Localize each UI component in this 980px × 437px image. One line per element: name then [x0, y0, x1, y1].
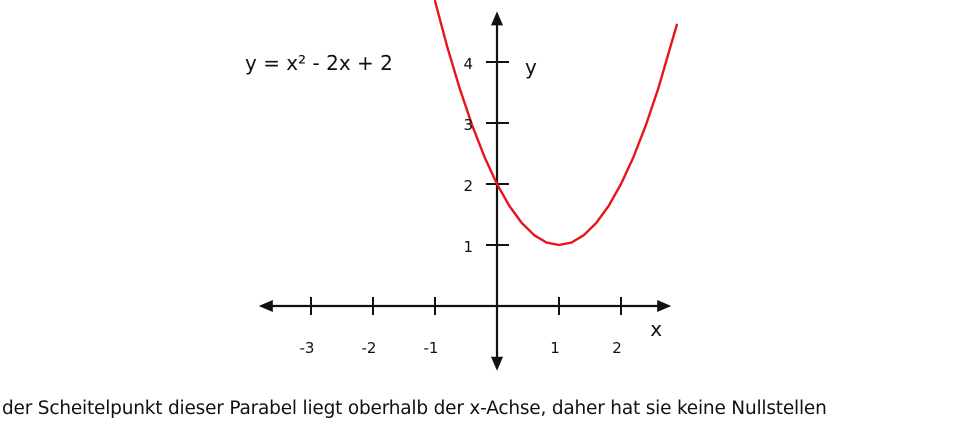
equation-label: y = x² - 2x + 2 [245, 51, 393, 75]
x-tick-label: 2 [612, 339, 622, 357]
y-axis-arrow-down [491, 356, 503, 371]
y-tick-label: 1 [463, 238, 473, 256]
x-axis-label: x [650, 317, 662, 341]
x-axis-arrow-right [657, 300, 672, 312]
y-tick-label: 2 [463, 177, 473, 195]
y-tick-label: 4 [463, 55, 473, 73]
y-axis-arrow-up [491, 11, 503, 26]
x-tick-label: -2 [362, 339, 377, 357]
caption: der Scheitelpunkt dieser Parabel liegt o… [2, 398, 827, 419]
x-tick-label: -1 [424, 339, 439, 357]
axes [258, 11, 672, 371]
parabola-curve [433, 0, 678, 247]
x-axis-arrow-left [258, 300, 273, 312]
y-tick-label: 3 [463, 116, 473, 134]
series [433, 0, 678, 247]
y-axis-label: y [525, 55, 537, 79]
x-tick-label: -3 [300, 339, 315, 357]
x-tick-label: 1 [550, 339, 560, 357]
labels: -3 -2 -1 1 2 1 2 3 4 x y y = x² - 2x + 2 [245, 51, 662, 357]
